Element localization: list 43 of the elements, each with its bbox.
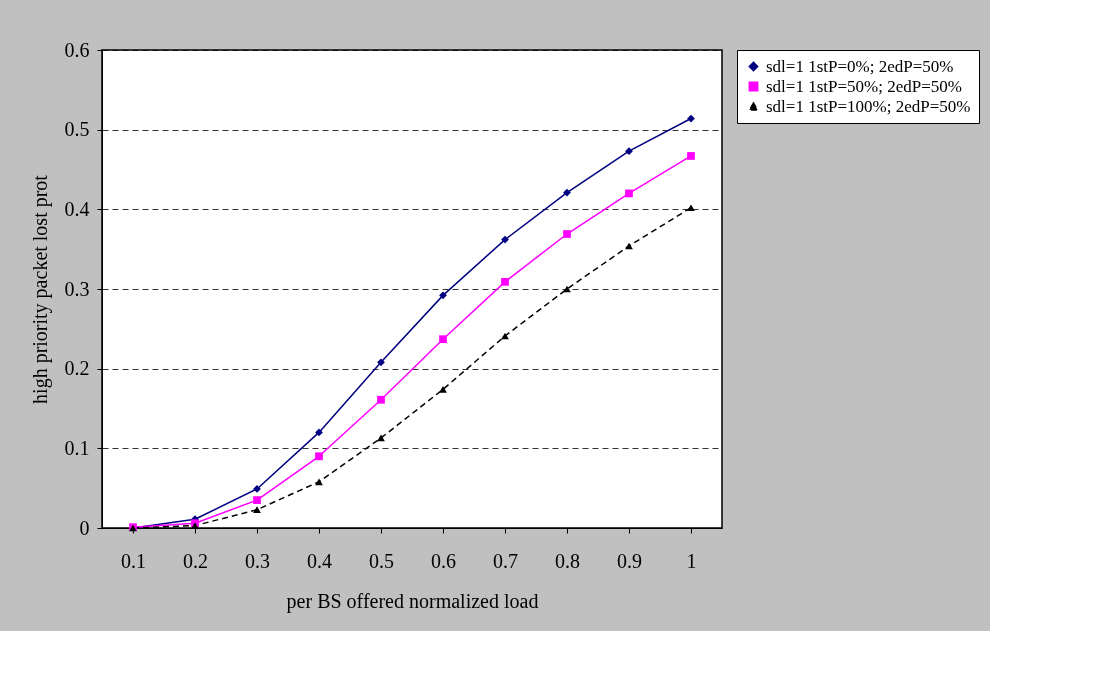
point — [439, 335, 447, 344]
point — [501, 235, 509, 244]
x-tick-label: 1 — [686, 549, 697, 572]
x-tick-label: 0.2 — [183, 549, 208, 572]
point — [315, 478, 323, 486]
y-tick-label: 0.5 — [64, 118, 90, 141]
y-tick-label: 0.2 — [64, 357, 90, 380]
point — [563, 188, 571, 197]
point — [687, 204, 695, 212]
point — [377, 395, 385, 404]
y-tick-label: 0.6 — [64, 38, 90, 61]
point — [687, 114, 695, 123]
point — [625, 242, 633, 250]
point — [625, 189, 633, 198]
legend-label: sdl=1 1stP=100%; 2edP=50% — [766, 96, 971, 116]
legend-label: sdl=1 1stP=0%; 2edP=50% — [766, 56, 954, 76]
x-tick-label: 0.1 — [121, 549, 146, 572]
point — [439, 386, 447, 393]
point — [253, 506, 261, 514]
legend-label: sdl=1 1stP=50%; 2edP=50% — [766, 76, 962, 96]
point — [563, 230, 571, 238]
point — [315, 428, 323, 437]
point — [315, 452, 323, 461]
point — [439, 291, 447, 300]
x-tick-label: 0.7 — [493, 549, 518, 572]
point — [687, 152, 695, 160]
y-tick-label: 0 — [79, 516, 90, 539]
point — [253, 496, 261, 504]
x-tick-label: 0.4 — [307, 549, 332, 572]
point — [377, 358, 385, 367]
y-tick-label: 0.4 — [64, 197, 90, 220]
y-tick-label: 0.3 — [64, 277, 90, 300]
y-axis-title: high priority packet lost prot — [28, 174, 52, 404]
x-axis-title: per BS offered normalized load — [286, 589, 539, 613]
point — [377, 434, 385, 442]
point — [625, 147, 633, 156]
x-tick-label: 0.6 — [431, 549, 456, 572]
x-tick-label: 0.9 — [617, 549, 642, 572]
point — [501, 277, 509, 286]
x-tick-label: 0.3 — [245, 549, 270, 572]
x-tick-label: 0.8 — [555, 549, 580, 572]
y-tick-label: 0.1 — [64, 436, 90, 459]
x-tick-label: 0.5 — [369, 549, 394, 572]
